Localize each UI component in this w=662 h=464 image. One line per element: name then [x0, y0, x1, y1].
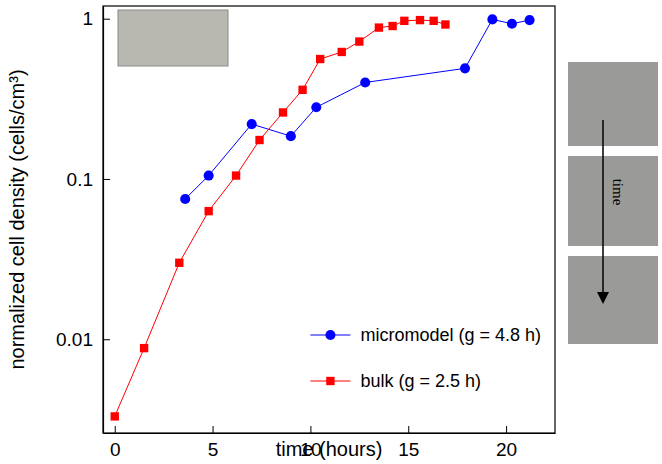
y-tick-mark: [103, 339, 110, 340]
x-tick-mark: [213, 426, 214, 433]
y-tick: 0.1: [67, 169, 110, 190]
x-axis-line: [104, 433, 556, 434]
series-point: [180, 194, 190, 204]
series-point: [247, 119, 257, 129]
y-tick-label: 0.01: [56, 329, 93, 350]
y-tick-mark: [103, 19, 110, 20]
y-axis-title: normalized cell density (cells/cm³): [6, 69, 28, 369]
timelapse-image: [568, 256, 658, 344]
x-tick-label: 20: [496, 439, 517, 460]
x-tick: 0: [110, 426, 121, 460]
legend: micromodel (g = 4.8 h) bulk (g = 2.5 h): [310, 325, 541, 391]
series-point: [400, 17, 408, 25]
series-point: [338, 48, 346, 56]
series-point: [525, 15, 535, 25]
legend-label: bulk (g = 2.5 h): [360, 371, 481, 391]
plot-marks: [111, 14, 535, 420]
series-point: [375, 23, 383, 31]
series-point: [441, 20, 449, 28]
series-point: [279, 108, 287, 116]
series-point: [316, 55, 324, 63]
y-tick-label: 0.1: [67, 169, 93, 190]
y-tick-label: 1: [82, 8, 93, 29]
legend-entry: bulk (g = 2.5 h): [310, 371, 481, 391]
legend-label: micromodel (g = 4.8 h): [360, 325, 541, 345]
legend-marker: [325, 330, 335, 340]
x-tick: 15: [398, 426, 419, 460]
series-point: [487, 14, 497, 24]
annotation-bg: [609, 170, 629, 214]
series-point: [255, 136, 263, 144]
y-tick-mark: [103, 179, 110, 180]
x-tick-mark: [408, 426, 409, 433]
x-tick-label: 15: [398, 439, 419, 460]
legend-entry: micromodel (g = 4.8 h): [310, 325, 541, 345]
series-point: [388, 22, 396, 30]
y-tick: 0.01: [56, 329, 110, 350]
series-line: [115, 20, 446, 416]
x-tick-mark: [310, 426, 311, 433]
x-axis-title: time (hours): [276, 438, 383, 460]
series-point: [140, 344, 148, 352]
timelapse-image: [568, 156, 658, 246]
time-arrowhead: [597, 292, 609, 304]
y-axis-line: [103, 7, 104, 434]
y-axis: 0.01 0.1 1: [56, 7, 110, 434]
timelapse-image: [568, 62, 658, 146]
x-tick-label: 5: [208, 439, 219, 460]
series-point: [355, 37, 363, 45]
inset-photo: [118, 10, 228, 66]
legend-marker: [326, 377, 334, 385]
series-line: [185, 19, 529, 199]
y-tick: 1: [82, 8, 110, 29]
annotation: time: [610, 179, 626, 206]
series-point: [286, 131, 296, 141]
series-point: [298, 86, 306, 94]
series-point: [360, 77, 370, 87]
chart: 051015200.010.11time (hours)normalized c…: [0, 0, 662, 464]
x-tick-label: 0: [110, 439, 121, 460]
time-arrow: [602, 120, 604, 300]
series-point: [204, 207, 212, 215]
series-point: [232, 171, 240, 179]
series-point: [204, 171, 214, 181]
series-point: [507, 19, 517, 29]
series-point: [430, 17, 438, 25]
x-axis: 05101520: [104, 426, 556, 460]
series-point: [460, 63, 470, 73]
x-tick: 5: [208, 426, 219, 460]
x-tick-mark: [506, 426, 507, 433]
series-point: [111, 412, 119, 420]
x-tick: 20: [496, 426, 517, 460]
series-point: [416, 16, 424, 24]
plot-frame: [103, 6, 555, 433]
series-point: [175, 259, 183, 267]
series-point: [311, 102, 321, 112]
x-tick-mark: [115, 426, 116, 433]
